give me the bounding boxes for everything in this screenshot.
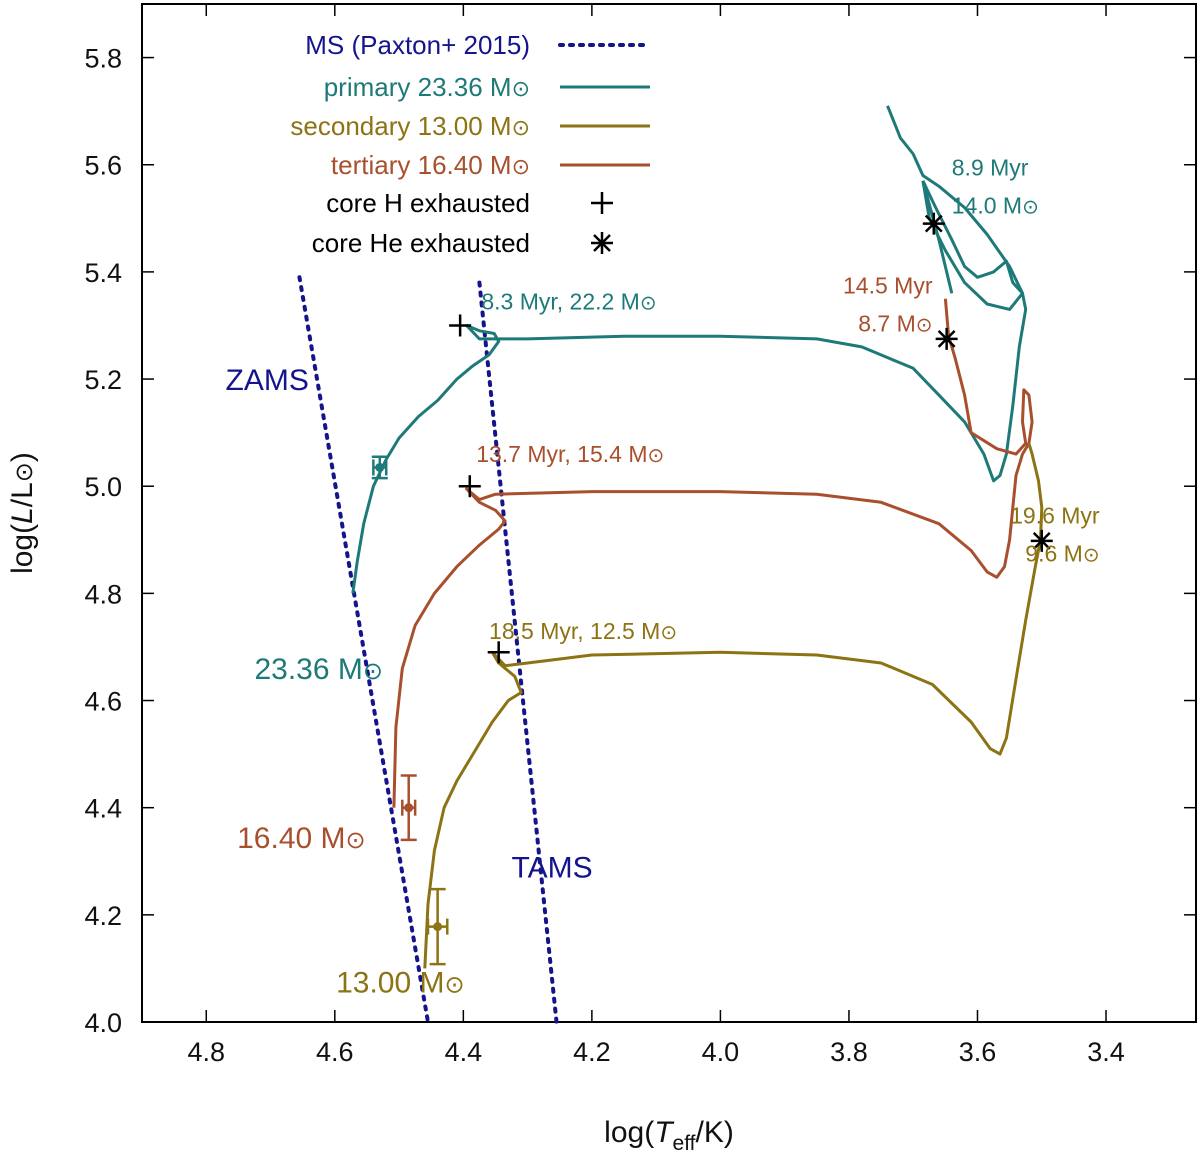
- he-exhausted-marker: [937, 329, 956, 348]
- tams-label: TAMS: [512, 851, 593, 884]
- x-tick-label: 4.2: [573, 1037, 611, 1067]
- primary-track-branch: [921, 180, 954, 294]
- secondary-observed-point: [433, 922, 443, 932]
- axis-ticks: [142, 4, 1196, 1023]
- legend-asterisk-marker: [593, 234, 611, 252]
- annotation-text: 8.9 Myr: [952, 154, 1029, 180]
- annotation-text: 9.6 M⊙: [1025, 541, 1099, 567]
- tams-line: [477, 280, 559, 1024]
- legend-label: tertiary 16.40 M⊙: [331, 150, 530, 180]
- primary-track: [351, 105, 1028, 594]
- legend-label: core He exhausted: [312, 228, 530, 258]
- y-tick-label: 5.4: [84, 258, 122, 288]
- y-tick-label: 5.2: [84, 365, 122, 395]
- annotation-text: 13.7 Myr, 15.4 M⊙: [476, 441, 664, 467]
- legend-label: MS (Paxton+ 2015): [305, 30, 530, 60]
- y-axis-title: log(L/L⊙): [6, 452, 39, 574]
- legend-label: secondary 13.00 M⊙: [290, 111, 530, 141]
- annotation-text: 14.5 Myr: [843, 272, 933, 298]
- main-sequence-lines: ZAMS TAMS: [226, 275, 593, 1024]
- y-tick-labels: 4.0 4.2 4.4 4.6 4.8 5.0 5.2 5.4 5.6 5.8: [84, 44, 122, 1038]
- annotation-text: 19.6 Myr: [1010, 503, 1100, 529]
- primary-observed-point: [375, 462, 385, 472]
- x-tick-label: 4.0: [702, 1037, 740, 1067]
- x-tick-label: 3.8: [830, 1037, 868, 1067]
- track-annotations: 8.3 Myr, 22.2 M⊙ 13.7 Myr, 15.4 M⊙ 18.5 My…: [476, 154, 1100, 643]
- tertiary-observed-point: [404, 803, 414, 813]
- tertiary-mass-label: 16.40 M⊙: [237, 822, 366, 855]
- secondary-track: [423, 442, 1044, 969]
- annotation-text: 8.7 M⊙: [858, 310, 932, 336]
- x-tick-label: 3.6: [959, 1037, 997, 1067]
- annotation-text: 8.3 Myr, 22.2 M⊙: [481, 288, 656, 314]
- primary-track-loop: [921, 180, 1024, 311]
- evolution-tracks: 23.36 M⊙ 16.40 M⊙ 13.00 M⊙: [237, 105, 1044, 1000]
- legend-label: primary 23.36 M⊙: [324, 72, 530, 102]
- plot-frame: [141, 3, 1197, 1023]
- annotation-text: 18.5 Myr, 12.5 M⊙: [489, 618, 677, 644]
- x-tick-labels: 4.8 4.6 4.4 4.2 4.0 3.8 3.6 3.4: [187, 1037, 1124, 1067]
- primary-mass-label: 23.36 M⊙: [254, 653, 383, 686]
- x-tick-label: 4.6: [316, 1037, 354, 1067]
- y-tick-label: 5.6: [84, 151, 122, 181]
- zams-line: [297, 275, 430, 1024]
- y-tick-label: 5.0: [84, 472, 122, 502]
- y-tick-label: 4.0: [84, 1008, 122, 1038]
- secondary-mass-label: 13.00 M⊙: [336, 967, 465, 1000]
- annotation-text: 14.0 M⊙: [952, 192, 1039, 218]
- y-tick-label: 4.6: [84, 687, 122, 717]
- y-tick-label: 4.2: [84, 901, 122, 931]
- tertiary-track: [392, 298, 1034, 808]
- he-exhausted-marker: [1032, 531, 1051, 550]
- x-tick-label: 3.4: [1087, 1037, 1125, 1067]
- y-tick-label: 4.4: [84, 794, 122, 824]
- y-tick-label: 4.8: [84, 579, 122, 609]
- he-exhausted-marker: [924, 214, 943, 233]
- exhaustion-markers: [449, 212, 1053, 664]
- x-tick-label: 4.8: [187, 1037, 225, 1067]
- legend: MS (Paxton+ 2015) primary 23.36 M⊙ seconda…: [290, 30, 652, 258]
- y-tick-label: 5.8: [84, 44, 122, 74]
- x-axis-title: log(Teff/K): [604, 1116, 734, 1155]
- legend-label: core H exhausted: [326, 188, 530, 218]
- observed-error-bars: [371, 455, 449, 966]
- x-tick-label: 4.4: [445, 1037, 483, 1067]
- zams-label: ZAMS: [226, 364, 309, 397]
